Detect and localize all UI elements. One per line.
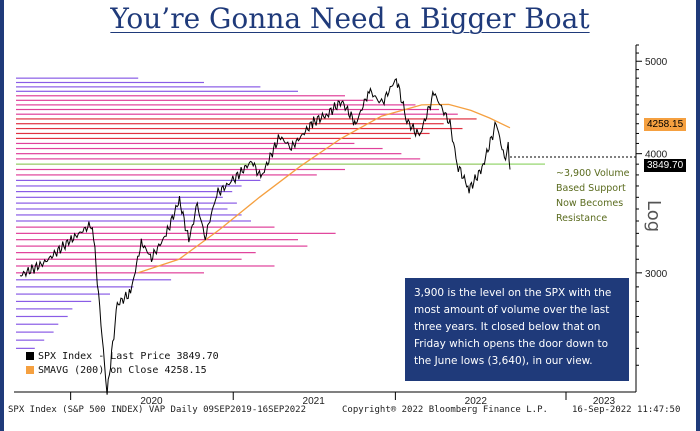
vap-bar [16, 293, 110, 295]
log-scale-label: Log [643, 200, 664, 233]
vap-bar [16, 191, 233, 193]
vap-bar [16, 265, 275, 267]
vap-bar [16, 174, 317, 176]
y-tick-label: 3000 [645, 269, 668, 280]
right-border [696, 0, 700, 431]
volume-at-price-bars [16, 77, 486, 349]
legend-item-sma: SMAVG (200) on Close 4258.15 [26, 364, 219, 378]
vap-bar [16, 245, 308, 247]
vap-bar [16, 77, 139, 79]
vap-bar [16, 214, 242, 216]
chart-legend: SPX Index - Last Price 3849.70 SMAVG (20… [26, 350, 219, 378]
vap-bar [16, 118, 477, 120]
vap-bar [16, 258, 242, 260]
vap-bar [16, 239, 298, 241]
vap-bar [16, 208, 228, 210]
vap-bar [16, 196, 223, 198]
x-tick-label: 2023 [593, 396, 616, 407]
vap-bar [16, 220, 251, 222]
footer-left: SPX Index (S&P 500 INDEX) VAP Daily 09SE… [8, 405, 307, 415]
vap-bar [16, 315, 68, 318]
vap-bar [16, 99, 374, 101]
vap-bar [16, 300, 92, 303]
vap-bar [16, 90, 298, 92]
vap-bar [16, 226, 275, 228]
y-tick-label: 4000 [645, 150, 668, 161]
y-tick-label: 5000 [645, 57, 668, 68]
annotation-box: 3,900 is the level on the SPX with the m… [405, 278, 629, 381]
vap-bar [16, 132, 430, 135]
x-tick-label: 2022 [465, 396, 488, 407]
vap-bar [16, 104, 416, 106]
vap-bar [16, 286, 134, 288]
price-line [19, 78, 511, 395]
vap-bar [16, 202, 237, 204]
vap-bar [16, 185, 242, 187]
x-axis-ticks: 2020 2021 2022 2023 [70, 392, 616, 407]
sma-last-value-tag: 4258.15 [644, 118, 687, 131]
vap-bar [16, 158, 421, 160]
price-last-value-tag: 3849.70 [644, 159, 687, 172]
vap-bar [16, 147, 383, 150]
vap-bar [16, 179, 261, 182]
y-axis-ticks: 3000 4000 5000 [636, 44, 668, 366]
vap-bar [16, 123, 444, 125]
vap-bar [16, 95, 345, 97]
vap-bar [16, 81, 204, 84]
sma-200-line [137, 103, 511, 274]
left-border [0, 0, 4, 431]
legend-label-price: SPX Index - Last Price 3849.70 [38, 351, 219, 362]
legend-swatch-price [26, 352, 34, 360]
vap-bar [16, 168, 345, 171]
vap-bar [16, 232, 336, 234]
support-annotation: ~3,900 Volume Based Support Now Becomes … [556, 168, 630, 224]
footer-center: Copyright® 2022 Bloomberg Finance L.P. [342, 405, 548, 415]
vap-bar [16, 323, 59, 325]
vap-bar [16, 86, 261, 88]
legend-item-price: SPX Index - Last Price 3849.70 [26, 350, 219, 364]
footer-right: 16-Sep-2022 11:47:50 [572, 405, 681, 415]
legend-swatch-sma [26, 366, 34, 374]
vap-bar [16, 137, 411, 140]
vap-bar [16, 272, 204, 274]
vap-bar [16, 113, 458, 115]
legend-label-sma: SMAVG (200) on Close 4258.15 [38, 365, 207, 376]
vap-bar [16, 308, 73, 310]
vap-bar [16, 347, 35, 349]
vap-bar [16, 252, 256, 254]
vap-bar [16, 153, 402, 155]
vap-bar [16, 331, 54, 333]
vap-bar [16, 279, 172, 281]
x-tick-label: 2020 [140, 396, 163, 407]
chart-title: You’re Gonna Need a Bigger Boat [110, 2, 590, 35]
vap-bar [16, 339, 45, 341]
x-tick-label: 2021 [303, 396, 326, 407]
vap-bar [16, 127, 463, 130]
vap-bar [16, 108, 439, 111]
vap-bar [16, 142, 355, 145]
